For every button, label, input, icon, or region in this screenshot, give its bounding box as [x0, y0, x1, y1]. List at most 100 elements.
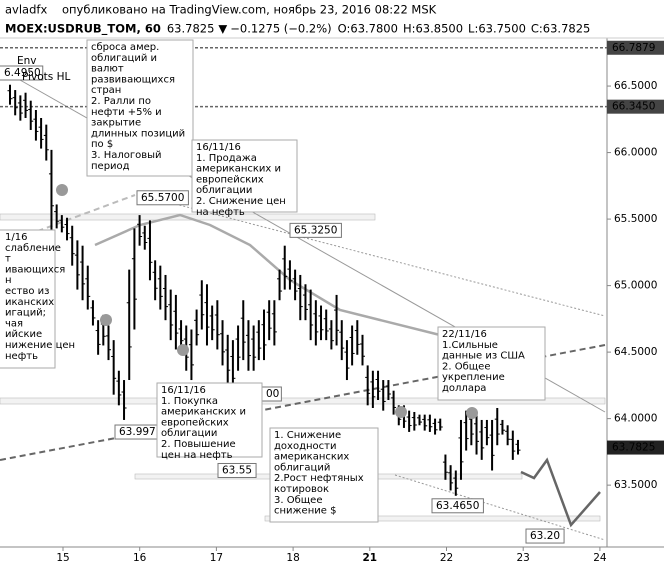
symbol: MOEX:USDRUB_TOM, 60	[5, 22, 161, 37]
price-tag-label: 63.7825	[612, 442, 655, 454]
plot: 66.5000 66.0000 65.5000 65.0000 64.5000 64.00…	[0, 39, 664, 564]
x-tick-label: 22	[440, 552, 453, 564]
annotation-line: закрытие	[91, 118, 141, 129]
annotation-line: доллара	[442, 383, 486, 394]
ohlc-key: L:	[468, 22, 478, 36]
ohlc-value: 63.8500	[415, 22, 463, 36]
indicator-name: Pivots HL	[22, 71, 70, 83]
last-price: 63.7825	[167, 22, 215, 36]
ohlc-key: H:	[403, 22, 416, 36]
price-label: 63.997	[119, 426, 156, 438]
point-marker	[100, 314, 112, 326]
ohlc-value: 63.7825	[543, 22, 591, 36]
annotation-line: американских и	[161, 407, 246, 418]
ohlc-key: C:	[531, 22, 543, 36]
annotation-line: 3. Общее	[274, 495, 322, 506]
price-label: 63.55	[222, 464, 252, 476]
annotation-line: снижение $	[274, 506, 336, 517]
price-label-box	[289, 222, 342, 238]
ohlc-value: 63.7500	[478, 22, 526, 36]
annotation-line: 2. Общее	[442, 361, 490, 372]
price-label-box	[431, 498, 484, 514]
y-tick-label: 65.0000	[614, 280, 657, 292]
annotation-line: американских	[274, 452, 349, 463]
annotation-line: валют	[91, 64, 124, 75]
annotation-line: ивающихся	[5, 264, 65, 275]
range-band	[264, 515, 601, 522]
annotation-line: 2. Повышение	[161, 439, 236, 450]
point-marker	[466, 407, 478, 419]
annotation-line: ество из	[5, 286, 49, 297]
annotation-line: сброса амер.	[91, 42, 159, 53]
point-marker	[177, 344, 189, 356]
annotation-line: 2. Ралли по	[91, 96, 151, 107]
x-tick-label: 16	[133, 552, 147, 564]
moving-average	[94, 213, 441, 337]
change: −0.1275 (−0.2%)	[230, 22, 331, 36]
annotation-line: облигаций	[274, 462, 330, 473]
x-tick-label: 21	[362, 552, 377, 564]
y-tick-label: 64.5000	[614, 346, 657, 358]
annotation-box	[0, 229, 56, 369]
y-tick-label: 66.0000	[614, 147, 657, 159]
price-label-box	[136, 190, 189, 206]
annotation-box	[191, 139, 298, 213]
price-label: 63.20	[530, 530, 560, 542]
price-label: 65.3250	[294, 224, 337, 236]
author: avladfx	[5, 3, 47, 17]
price-tag	[607, 440, 664, 455]
annotation-line: облигаций и	[91, 53, 157, 64]
annotation-line: 1/16	[5, 232, 27, 243]
annotation-box	[86, 39, 194, 177]
x-tick-label: 18	[286, 552, 299, 564]
annotation-box	[269, 427, 379, 523]
ohlc-key: O:	[338, 22, 351, 36]
annotation-line: 1. Покупка	[161, 396, 218, 407]
annotation-line: данные из США	[442, 351, 525, 362]
annotation-line: облигации	[161, 428, 217, 439]
annotation-box	[437, 326, 546, 401]
annotation-line: нефти +5% и	[91, 107, 162, 118]
annotation-line: американских и	[196, 164, 281, 175]
annotation-line: европейских	[196, 174, 264, 185]
price-label: 65.5700	[141, 192, 184, 204]
annotation-line: нефть	[5, 351, 38, 362]
annotation-line: европейских	[161, 417, 229, 428]
annotation-line: слабление	[5, 243, 61, 254]
annotation-line: т	[5, 254, 11, 265]
annotation-line: игаций;	[5, 308, 46, 319]
y-tick-label: 66.5000	[614, 80, 657, 92]
point-marker	[56, 184, 68, 196]
x-tick-label: 23	[517, 552, 530, 564]
annotation-line: 22/11/16	[442, 329, 487, 340]
symbol-line: MOEX:USDRUB_TOM, 60 63.7825 ▼ −0.1275 (−0.2…	[5, 22, 590, 37]
price-label: 63.4650	[436, 500, 479, 512]
annotation-line: н	[5, 275, 12, 286]
annotation-line: 2. Снижение цен	[196, 196, 286, 207]
indicator-name: Env	[17, 55, 37, 67]
y-tick-label: 64.0000	[614, 413, 657, 425]
cut-label-box	[0, 65, 44, 81]
published: опубликовано на TradingView.com, ноябрь …	[62, 3, 437, 17]
cut-label: 00	[266, 388, 279, 400]
annotation-line: 3. Налоговый	[91, 150, 162, 161]
price-tag-label: 66.7879	[612, 42, 655, 54]
price-tag	[607, 40, 664, 55]
price-label-box	[525, 528, 565, 544]
annotation-line: иканских	[5, 297, 54, 308]
ohlc-value: 63.7800	[350, 22, 398, 36]
annotation-line: цен на нефть	[161, 450, 233, 461]
point-marker	[395, 406, 407, 418]
x-tick-label: 24	[593, 552, 607, 564]
annotation-line: 1.Сильные	[442, 340, 498, 351]
projection-path	[520, 457, 601, 528]
y-tick-label: 65.5000	[614, 213, 657, 225]
price-tag	[607, 99, 664, 114]
annotation-line: на нефть	[196, 207, 245, 218]
x-tick-label: 17	[210, 552, 223, 564]
annotation-line: 16/11/16	[196, 142, 241, 153]
cut-label: 6.4950	[4, 67, 41, 79]
trend-line	[394, 474, 606, 541]
annotation-line: по $	[91, 139, 113, 150]
